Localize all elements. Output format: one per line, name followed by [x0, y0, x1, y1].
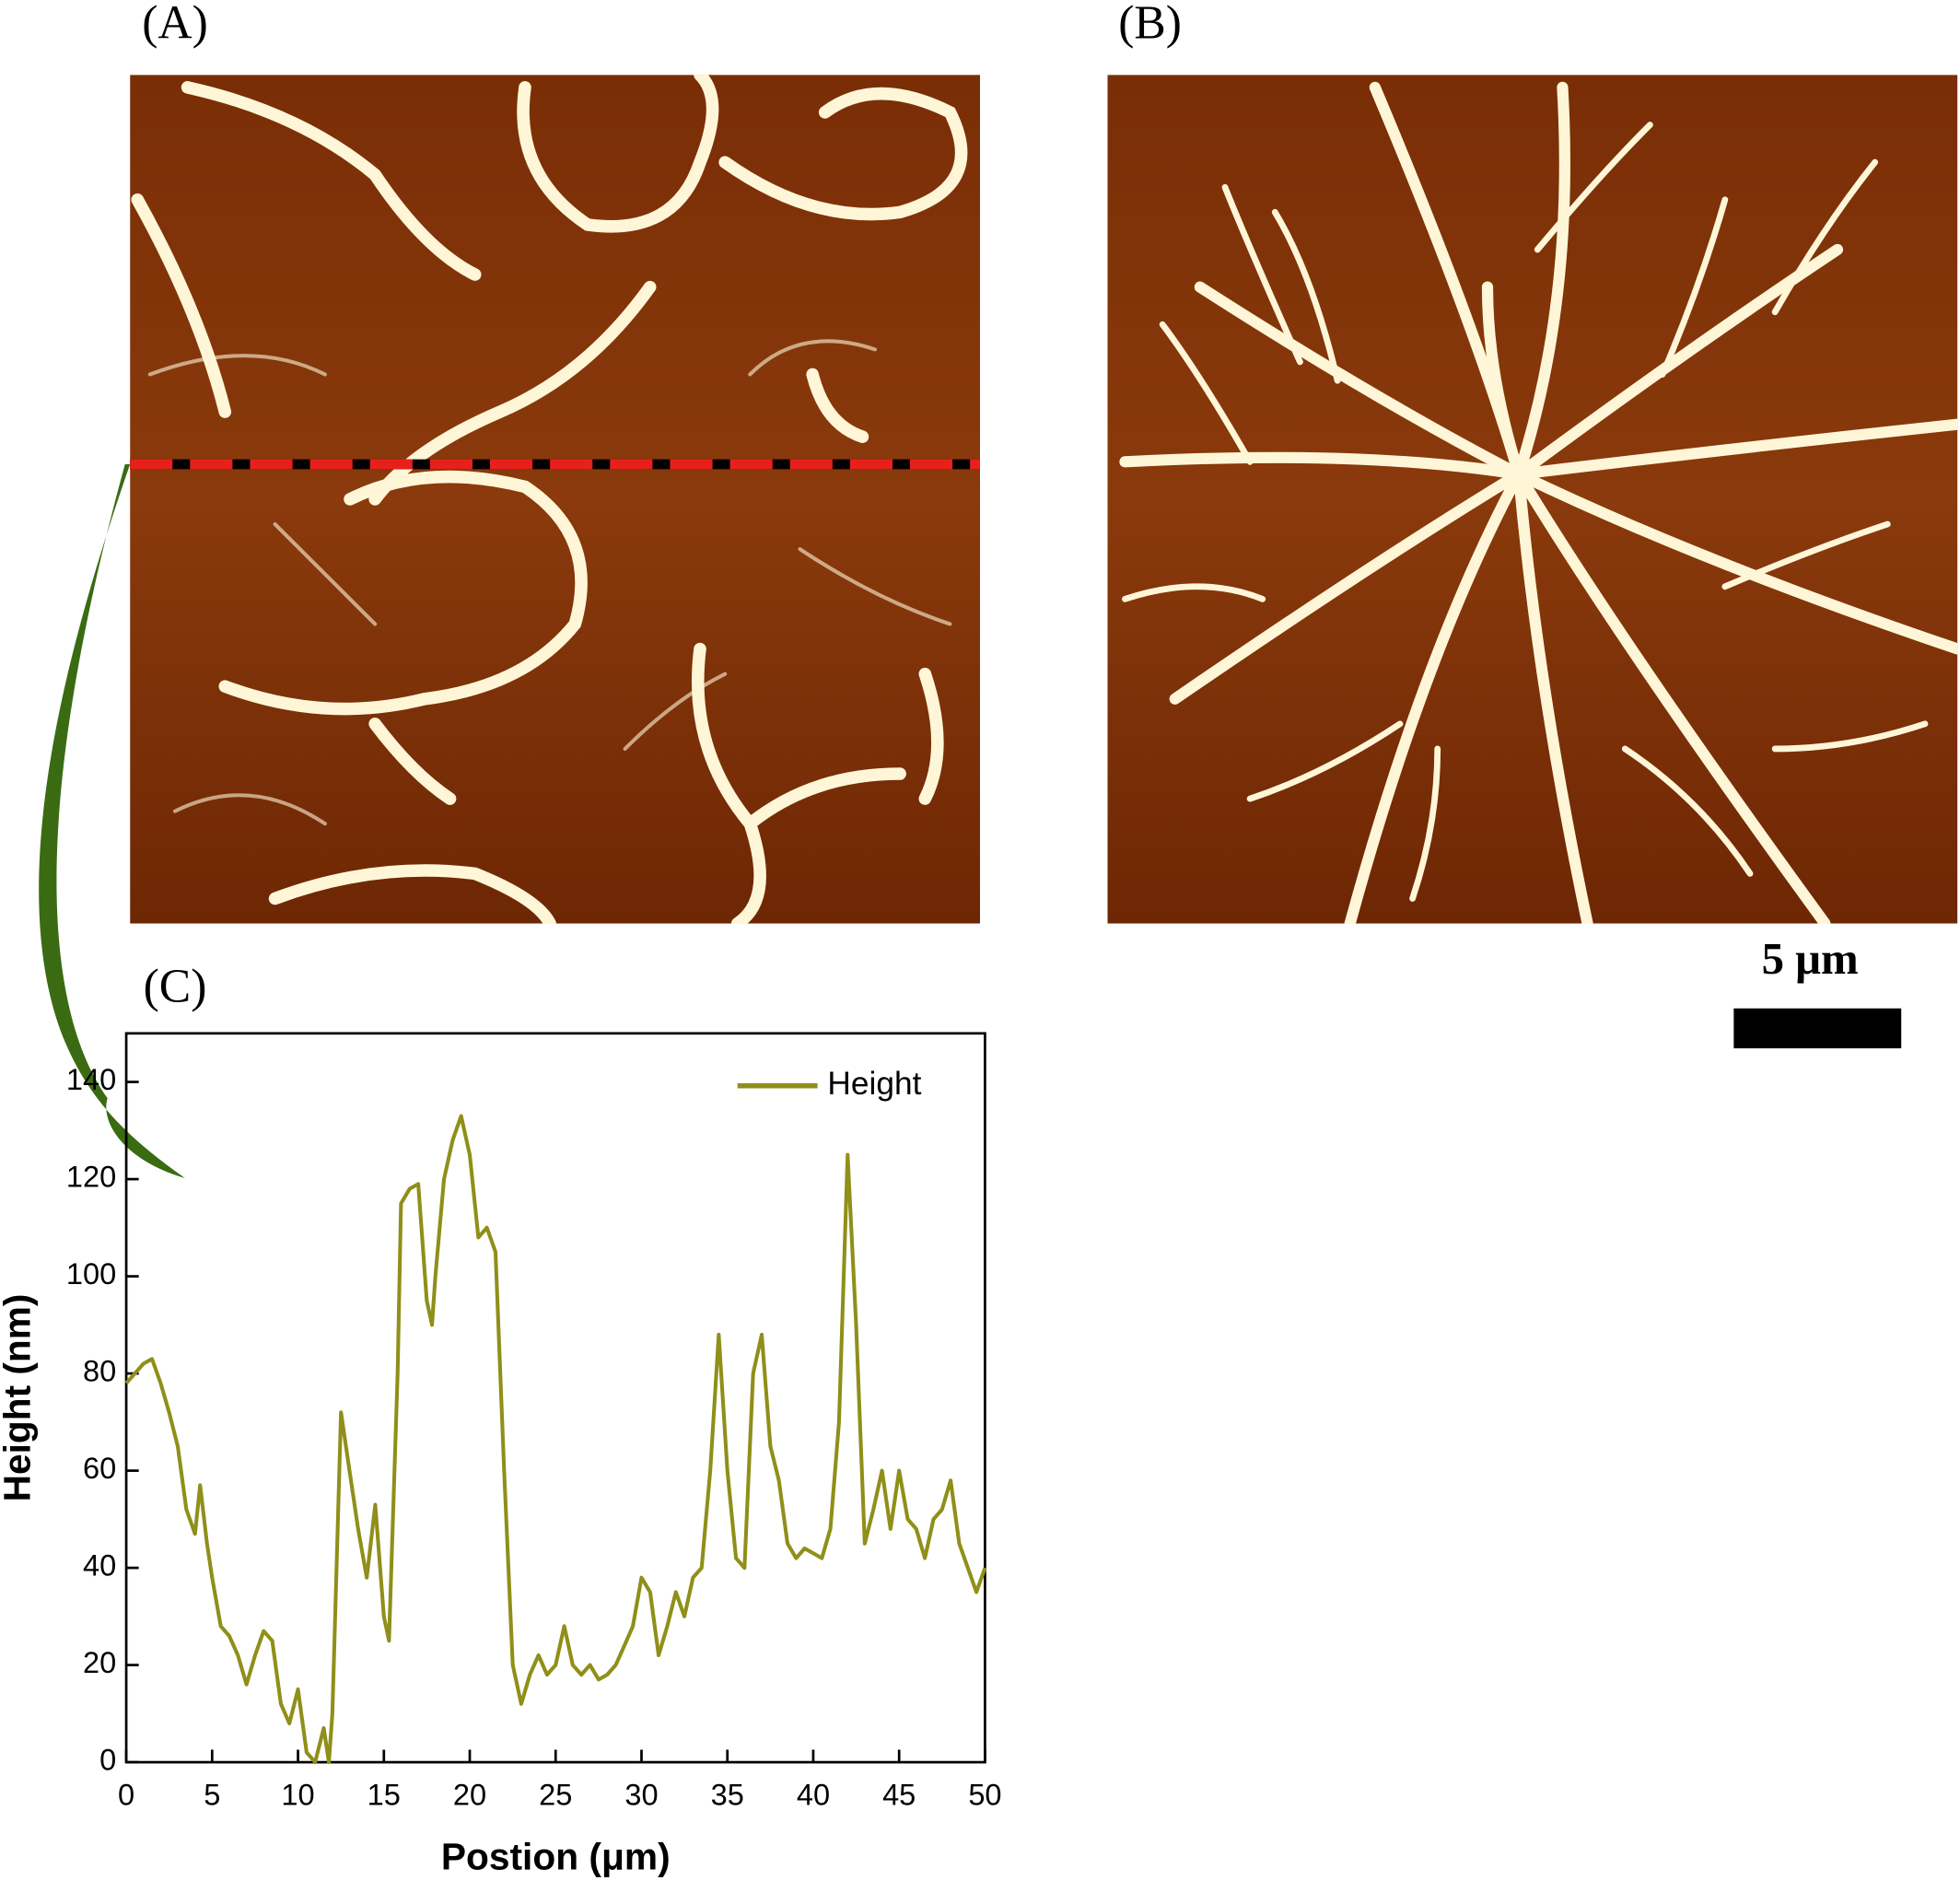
y-tick-label: 100 [66, 1257, 116, 1291]
x-tick-label: 0 [118, 1779, 134, 1812]
x-tick-label: 15 [368, 1779, 401, 1812]
arrow [39, 464, 185, 1179]
scale-bar [1733, 1008, 1902, 1049]
scale-bar-label: 5 μm [1762, 934, 1859, 984]
data-line [124, 1114, 987, 1765]
y-tick-label: 140 [66, 1063, 116, 1096]
y-tick-label: 40 [83, 1549, 116, 1583]
panel-label: (A) [142, 0, 208, 50]
x-axis-label: Postion (μm) [441, 1836, 671, 1878]
x-tick-label: 5 [204, 1779, 220, 1812]
x-tick-label: 45 [882, 1779, 916, 1812]
y-tick-label: 0 [99, 1744, 116, 1777]
x-tick-label: 50 [968, 1779, 1001, 1812]
y-tick-label: 60 [83, 1452, 116, 1485]
afm-image-a [130, 75, 980, 924]
x-tick-label: 40 [797, 1779, 830, 1812]
x-tick-label: 10 [281, 1779, 314, 1812]
panel-label: (C) [144, 961, 207, 1013]
y-axis-label: Height (nm) [0, 1294, 38, 1502]
x-tick-label: 35 [711, 1779, 744, 1812]
panel-label: (B) [1118, 0, 1182, 50]
x-tick-label: 20 [453, 1779, 486, 1812]
afm-image-b [1107, 75, 1958, 924]
x-tick-label: 30 [624, 1779, 658, 1812]
y-tick-label: 120 [66, 1161, 116, 1194]
y-tick-label: 80 [83, 1355, 116, 1388]
x-tick-label: 25 [539, 1779, 572, 1812]
y-tick-label: 20 [83, 1646, 116, 1679]
legend-label: Height [827, 1066, 921, 1102]
